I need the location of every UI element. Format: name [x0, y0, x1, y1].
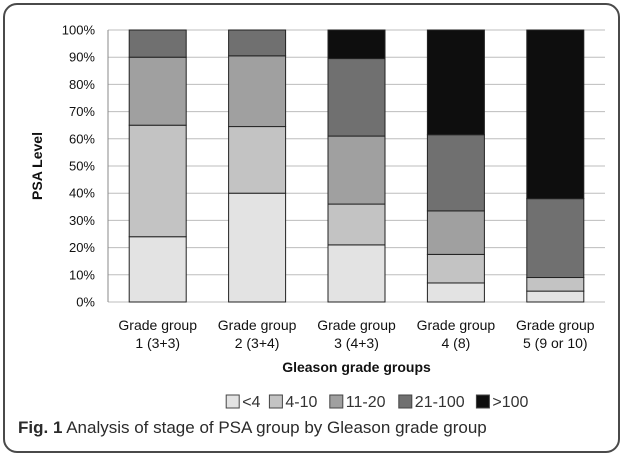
legend-swatch [268, 394, 283, 409]
bar-segment [228, 29, 287, 57]
bar-segment [327, 244, 386, 303]
x-tick-label: 3 (4+3) [334, 335, 379, 351]
y-tick-label: 50% [69, 159, 95, 174]
legend-label: 21-100 [415, 394, 465, 411]
y-tick-label: 20% [69, 240, 95, 255]
bar-segment [426, 282, 485, 303]
y-tick-label: 30% [69, 213, 95, 228]
figure-caption: Fig. 1 Analysis of stage of PSA group by… [18, 418, 613, 438]
x-tick-label: Grade group [218, 317, 297, 333]
legend-label: 11-20 [346, 394, 386, 411]
x-tick-label: 2 (3+4) [235, 335, 280, 351]
legend-swatch [398, 394, 413, 409]
y-tick-label: 40% [69, 186, 95, 201]
legend-swatch [225, 394, 240, 409]
bar-segment [228, 55, 287, 128]
bar-segment [426, 253, 485, 284]
x-tick-label: 4 (8) [442, 335, 471, 351]
legend-label: 4-10 [285, 394, 317, 411]
y-tick-label: 90% [69, 50, 95, 65]
figure-frame [3, 3, 620, 453]
y-tick-label: 10% [69, 267, 95, 282]
bar-segment [228, 192, 287, 303]
y-tick-label: 80% [69, 77, 95, 92]
bar-segment [526, 277, 585, 292]
y-tick-label: 0% [76, 295, 95, 310]
bar-segment [426, 210, 485, 255]
bar-segment [128, 56, 187, 126]
bar-segment [327, 58, 386, 137]
x-tick-label: 5 (9 or 10) [523, 335, 588, 351]
legend-label: >100 [492, 394, 528, 411]
y-tick-label: 60% [69, 131, 95, 146]
bar-segment [426, 134, 485, 212]
legend-swatch [329, 394, 344, 409]
x-axis-title: Gleason grade groups [282, 359, 431, 375]
bar-segment [526, 198, 585, 279]
bar-segment [327, 203, 386, 246]
legend-swatch [475, 394, 490, 409]
y-axis-title: PSA Level [29, 132, 45, 200]
y-tick-label: 100% [62, 23, 96, 38]
figure-label: Fig. 1 [18, 418, 63, 437]
bar-segment [327, 135, 386, 205]
bar-segment [128, 29, 187, 58]
x-tick-label: Grade group [118, 317, 197, 333]
bar-segment [128, 124, 187, 238]
y-tick-label: 70% [69, 104, 95, 119]
bar-segment [327, 29, 386, 60]
bar-segment [526, 290, 585, 303]
bar-segment [228, 126, 287, 194]
bar-segment [426, 29, 485, 136]
x-tick-label: 1 (3+3) [135, 335, 180, 351]
x-tick-label: Grade group [317, 317, 396, 333]
bar-segment [526, 29, 585, 200]
x-tick-label: Grade group [516, 317, 595, 333]
legend-label: <4 [242, 394, 260, 411]
x-tick-label: Grade group [417, 317, 496, 333]
figure-caption-text: Analysis of stage of PSA group by Gleaso… [66, 418, 487, 437]
bar-segment [128, 236, 187, 303]
